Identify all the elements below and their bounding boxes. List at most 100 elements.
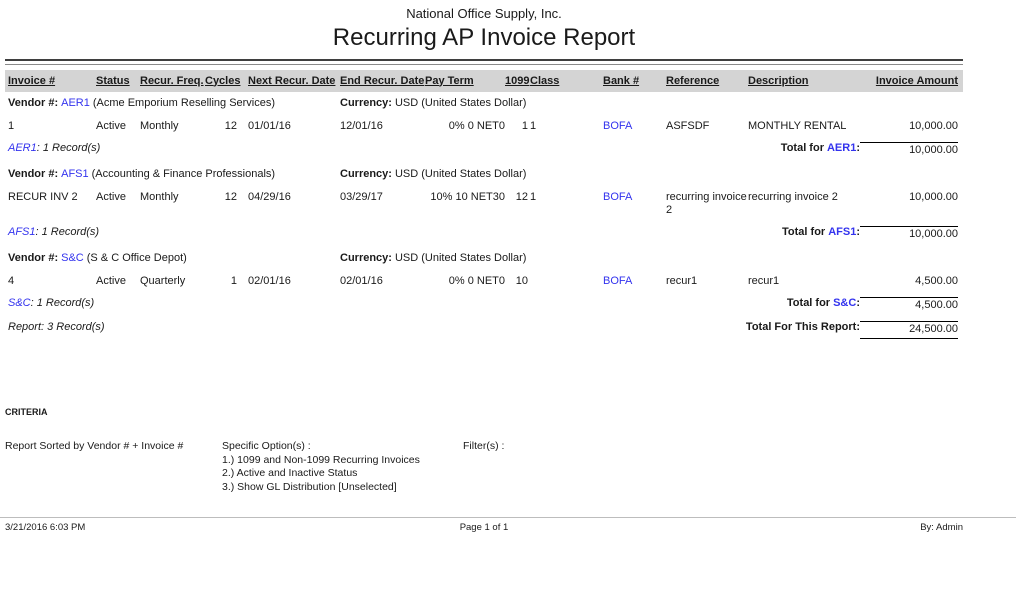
vendor-code-link[interactable]: S&C xyxy=(8,297,31,309)
footer-by-user: By: Admin xyxy=(920,522,963,533)
spacer xyxy=(237,120,248,133)
cell-cycles: 12 xyxy=(224,191,237,203)
vendor-code-link[interactable]: AFS1 xyxy=(8,226,36,238)
currency-info: Currency: USD (United States Dollar) xyxy=(340,252,963,265)
specific-options-label: Specific Option(s) : xyxy=(222,440,311,452)
currency-label: Currency: xyxy=(340,97,392,109)
cell-class: 1 xyxy=(530,120,537,132)
col-header-class: Class xyxy=(530,74,560,87)
vendor-total-amount: 10,000.00 xyxy=(860,226,958,241)
cell-next-recur-date: 04/29/16 xyxy=(248,191,291,203)
specific-option-item: 1.) 1099 and Non-1099 Recurring Invoices xyxy=(222,453,420,466)
cell-status: Active xyxy=(96,275,126,287)
cell-end-recur-date: 02/01/16 xyxy=(340,275,383,287)
cell-invoice: 4 xyxy=(8,275,15,287)
vendor-code-link[interactable]: S&C xyxy=(833,297,857,309)
specific-option-item: 3.) Show GL Distribution [Unselected] xyxy=(222,480,397,493)
currency-label: Currency: xyxy=(340,252,392,264)
criteria-section: CRITERIA Report Sorted by Vendor # + Inv… xyxy=(5,407,963,494)
invoice-row: RECUR INV 2 Active Monthly 12 04/29/16 0… xyxy=(5,191,963,217)
cell-invoice-amount: 4,500.00 xyxy=(915,275,958,287)
vendor-name: (Accounting & Finance Professionals) xyxy=(91,168,276,180)
vendor-code-link[interactable]: AER1 xyxy=(8,142,37,154)
col-header-cycles: Cycles xyxy=(205,74,241,87)
cell-pay-term: 0% 0 NET0 xyxy=(448,120,505,132)
footer-page-number: Page 1 of 1 xyxy=(459,522,509,533)
vendor-info: Vendor #: AER1 (Acme Emporium Reselling Se… xyxy=(8,97,340,110)
vendor-name: (Acme Emporium Reselling Services) xyxy=(92,97,276,109)
currency-value: USD (United States Dollar) xyxy=(394,97,527,109)
col-header-bank: Bank # xyxy=(603,74,640,87)
cell-bank-link[interactable]: BOFA xyxy=(603,120,633,132)
vendor-record-count: AER1: 1 Record(s) xyxy=(8,142,101,154)
cell-bank-link[interactable]: BOFA xyxy=(603,191,633,203)
cell-next-recur-date: 01/01/16 xyxy=(248,120,291,132)
col-header-status: Status xyxy=(96,74,130,87)
report-page: National Office Supply, Inc. Recurring A… xyxy=(5,0,963,339)
cell-description: recur1 xyxy=(748,275,780,287)
vendor-label: Vendor #: xyxy=(8,168,59,180)
cell-status: Active xyxy=(96,191,126,203)
cell-invoice: RECUR INV 2 xyxy=(8,191,78,203)
vendor-total-label: Total for S&C: xyxy=(786,297,860,309)
col-header-invoice: Invoice # xyxy=(8,74,56,87)
report-record-count: Report: 3 Record(s) xyxy=(8,321,105,333)
vendor-record-count: AFS1: 1 Record(s) xyxy=(8,226,100,238)
currency-value: USD (United States Dollar) xyxy=(394,252,527,264)
vendor-info: Vendor #: AFS1 (Accounting & Finance Profe… xyxy=(8,168,340,181)
report-title: Recurring AP Invoice Report xyxy=(332,24,636,51)
col-header-reference: Reference xyxy=(666,74,720,87)
cell-pay-term: 10% 10 NET30 xyxy=(430,191,505,203)
criteria-heading: CRITERIA xyxy=(5,407,48,417)
currency-info: Currency: USD (United States Dollar) xyxy=(340,97,963,110)
invoice-row: 1 Active Monthly 12 01/01/16 12/01/16 0%… xyxy=(5,120,963,133)
company-name: National Office Supply, Inc. xyxy=(406,6,562,21)
cell-1099: 12 xyxy=(515,191,528,203)
vendor-total-label: Total for AER1: xyxy=(780,142,860,154)
cell-class xyxy=(530,275,603,288)
col-header-pay-term: Pay Term xyxy=(425,74,474,87)
vendor-code-link[interactable]: AER1 xyxy=(61,97,90,109)
vendor-total-row: AER1: 1 Record(s) Total for AER1: 10,000.… xyxy=(5,142,963,157)
cell-1099: 10 xyxy=(515,275,528,287)
currency-value: USD (United States Dollar) xyxy=(394,168,527,180)
vendor-total-row: S&C: 1 Record(s) Total for S&C: 4,500.00 xyxy=(5,297,963,312)
vendor-header-row: Vendor #: AFS1 (Accounting & Finance Profe… xyxy=(5,168,963,181)
currency-label: Currency: xyxy=(340,168,392,180)
page-footer: 3/21/2016 6:03 PM Page 1 of 1 By: Admin xyxy=(0,517,1016,533)
cell-description: recurring invoice 2 xyxy=(748,191,838,203)
cell-reference: recur1 xyxy=(666,275,698,287)
title-divider-thin xyxy=(5,64,963,65)
cell-end-recur-date: 12/01/16 xyxy=(340,120,383,132)
vendor-total-row: AFS1: 1 Record(s) Total for AFS1: 10,000.… xyxy=(5,226,963,241)
currency-info: Currency: USD (United States Dollar) xyxy=(340,168,963,181)
column-header-row: Invoice # Status Recur. Freq. Cycles Nex… xyxy=(5,70,963,92)
col-header-description: Description xyxy=(748,74,809,87)
vendor-code-link[interactable]: AFS1 xyxy=(61,168,89,180)
vendor-name: (S & C Office Depot) xyxy=(86,252,187,264)
spacer xyxy=(237,275,248,288)
cell-recur-freq: Monthly xyxy=(140,120,179,132)
title-divider-thick xyxy=(5,59,963,61)
report-total-amount: 24,500.00 xyxy=(860,321,958,339)
report-total-label: Total For This Report: xyxy=(745,321,860,333)
vendor-total-amount: 10,000.00 xyxy=(860,142,958,157)
vendor-header-row: Vendor #: AER1 (Acme Emporium Reselling Se… xyxy=(5,97,963,110)
cell-1099: 1 xyxy=(521,120,528,132)
vendor-code-link[interactable]: S&C xyxy=(61,252,84,264)
criteria-filters-label: Filter(s) : xyxy=(463,440,505,452)
vendor-header-row: Vendor #: S&C (S & C Office Depot) Currenc… xyxy=(5,252,963,265)
cell-recur-freq: Monthly xyxy=(140,191,179,203)
cell-reference: ASFSDF xyxy=(666,120,710,132)
vendor-label: Vendor #: xyxy=(8,252,59,264)
vendor-code-link[interactable]: AFS1 xyxy=(828,226,857,238)
vendor-code-link[interactable]: AER1 xyxy=(826,142,857,154)
criteria-sorted-by: Report Sorted by Vendor # + Invoice # xyxy=(5,440,184,452)
cell-recur-freq: Quarterly xyxy=(140,275,186,287)
cell-invoice: 1 xyxy=(8,120,15,132)
cell-bank-link[interactable]: BOFA xyxy=(603,275,633,287)
vendor-label: Vendor #: xyxy=(8,97,59,109)
cell-status: Active xyxy=(96,120,126,132)
cell-description: MONTHLY RENTAL xyxy=(748,120,847,132)
cell-class: 1 xyxy=(530,191,537,203)
